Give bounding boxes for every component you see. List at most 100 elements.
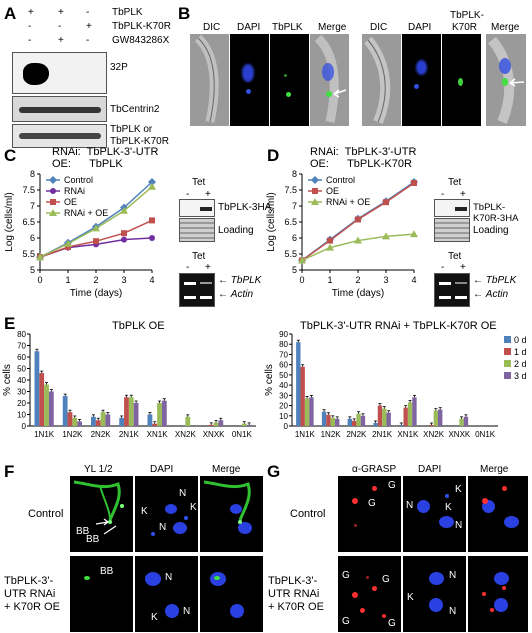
y-tick-label: 10	[279, 412, 288, 421]
bar	[429, 424, 434, 426]
y-tick-label: 6.5	[22, 217, 35, 227]
y-tick-label: 7	[292, 201, 297, 211]
f-micro-merge-rnai	[200, 556, 263, 632]
legend-label: 3 d	[514, 371, 527, 381]
bar	[77, 421, 82, 426]
f-row2-b: UTR RNAi	[4, 588, 56, 600]
bar	[208, 424, 214, 426]
bar	[44, 384, 49, 426]
bar	[326, 414, 331, 426]
header-tbplk-k70r-a: TbPLK-	[450, 10, 484, 21]
blot-c-ha	[179, 199, 215, 217]
x-tick-label: 4	[149, 275, 154, 285]
data-point	[120, 206, 128, 214]
legend-marker	[311, 198, 319, 205]
y-tick-label: 6	[30, 233, 35, 243]
f-row-control: Control	[28, 508, 64, 520]
tet-label-c2: Tet	[192, 251, 206, 262]
panel-label-g: G	[267, 462, 281, 481]
category-label: 0N1K	[232, 430, 253, 439]
bar	[185, 416, 191, 426]
category-label: XN2K	[175, 430, 197, 439]
tet-plus-c: +	[205, 189, 211, 200]
y-tick-label: 60	[279, 361, 288, 370]
data-point	[148, 182, 156, 190]
legend-marker	[50, 188, 56, 194]
data-point	[148, 178, 156, 186]
bar	[72, 417, 78, 426]
blot-label-plk: TbPLK or	[110, 124, 153, 135]
tet-minus-c: -	[186, 189, 190, 200]
category-label: 2N2K	[91, 430, 112, 439]
category-label: 1N2K	[321, 430, 342, 439]
tet-label-c: Tet	[192, 177, 206, 188]
legend-label: 2 d	[514, 359, 527, 369]
x-axis-label: Time (days)	[70, 288, 122, 299]
data-point	[121, 236, 127, 243]
legend-swatch	[504, 336, 511, 343]
bar	[438, 409, 443, 426]
f-row2-a: TbPLK-3'-	[4, 575, 54, 587]
bar	[360, 415, 366, 426]
blot-d-ha-label: TbPLK-K70R-3HA	[473, 202, 519, 224]
bar	[321, 411, 327, 426]
bar	[407, 402, 413, 426]
panel-label-a: A	[4, 4, 17, 23]
plk-band	[19, 133, 101, 139]
category-label: XN2K	[423, 430, 445, 439]
data-point	[355, 216, 361, 223]
g-row2-a: TbPLK-3'-	[268, 575, 318, 587]
legend-label: Control	[64, 175, 93, 185]
data-point	[383, 199, 389, 206]
f-micro-yl-control: BB BB	[70, 476, 133, 552]
y-tick-label: 20	[17, 399, 26, 408]
x-tick-label: 2	[355, 275, 360, 285]
g-header-merge: Merge	[480, 464, 509, 475]
bar	[459, 418, 464, 426]
panel-e-title-right: TbPLK-3'-UTR RNAi + TbPLK-K70R OE	[300, 320, 497, 332]
micrograph-dapi-2	[402, 34, 441, 126]
bar	[105, 414, 111, 426]
row-label-k70r: TbPLK-K70R	[112, 21, 171, 32]
bar	[39, 373, 45, 426]
plk-blot	[12, 124, 107, 148]
bar	[382, 408, 387, 426]
blot-label-32p: 32P	[110, 62, 128, 73]
panel-e-title-left: TbPLK OE	[112, 320, 165, 332]
y-tick-label: 6	[292, 233, 297, 243]
chart-e-left-svg: 0 10 20 30 40 50 60 70 80 % cells 1N1K 1N2K 2N2K 2N1K…	[2, 330, 256, 439]
legend-marker	[49, 176, 57, 184]
category-label: 2N1K	[372, 430, 393, 439]
y-tick-label: 70	[17, 342, 26, 351]
bar	[296, 342, 301, 426]
micrograph-merge-2	[486, 34, 526, 126]
bar	[119, 417, 125, 426]
micrograph-dic-2	[362, 34, 401, 126]
panel-label-b: B	[178, 4, 191, 23]
g-micro-grasp-rnai: G G G G	[338, 556, 401, 632]
panel-c-title-rnai: RNAi: TbPLK-3'-UTR	[52, 146, 159, 158]
bar	[133, 403, 139, 426]
legend-label: Control	[326, 175, 355, 185]
y-tick-label: 5.5	[22, 249, 35, 259]
bar	[62, 396, 68, 426]
x-tick-label: 3	[121, 275, 126, 285]
y-tick-label: 60	[17, 353, 26, 362]
y-tick-label: 8	[30, 169, 35, 179]
data-point	[382, 232, 390, 240]
y-tick-label: 8	[292, 169, 297, 179]
category-label: XN1K	[147, 430, 169, 439]
bar	[386, 412, 391, 426]
category-label: 2N1K	[119, 430, 140, 439]
phospho-band	[23, 63, 49, 85]
legend-label: RNAi + OE	[326, 197, 370, 207]
bar	[300, 366, 305, 426]
f-row2-c: + K70R OE	[4, 601, 60, 613]
x-axis-label: Time (days)	[332, 288, 384, 299]
bar	[124, 397, 129, 426]
data-point	[65, 243, 71, 250]
category-label: 2N2K	[346, 430, 367, 439]
y-tick-label: 0	[284, 422, 289, 431]
bar	[213, 422, 219, 426]
tet-label-d: Tet	[448, 177, 462, 188]
